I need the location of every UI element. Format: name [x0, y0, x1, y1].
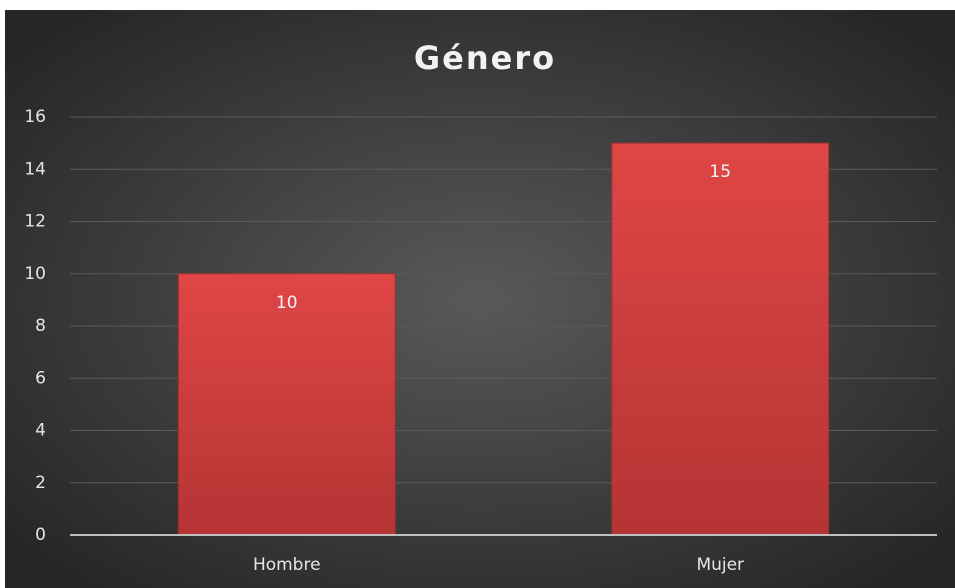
y-tick-label: 6	[35, 368, 46, 388]
bar	[611, 142, 830, 536]
y-tick-label: 4	[35, 421, 46, 441]
bar	[177, 273, 396, 536]
y-tick-label: 16	[24, 107, 46, 127]
y-tick-label: 2	[35, 473, 46, 493]
data-label: 10	[276, 293, 298, 313]
y-tick-label: 8	[35, 316, 46, 336]
y-tick-label: 10	[24, 264, 46, 284]
chart-title: Género	[414, 39, 556, 77]
y-tick-label: 12	[24, 212, 46, 232]
x-tick-label: Hombre	[253, 555, 321, 575]
y-tick-label: 0	[35, 525, 46, 545]
data-label: 15	[709, 162, 731, 182]
y-tick-label: 14	[24, 159, 46, 179]
x-tick-label: Mujer	[696, 555, 744, 575]
